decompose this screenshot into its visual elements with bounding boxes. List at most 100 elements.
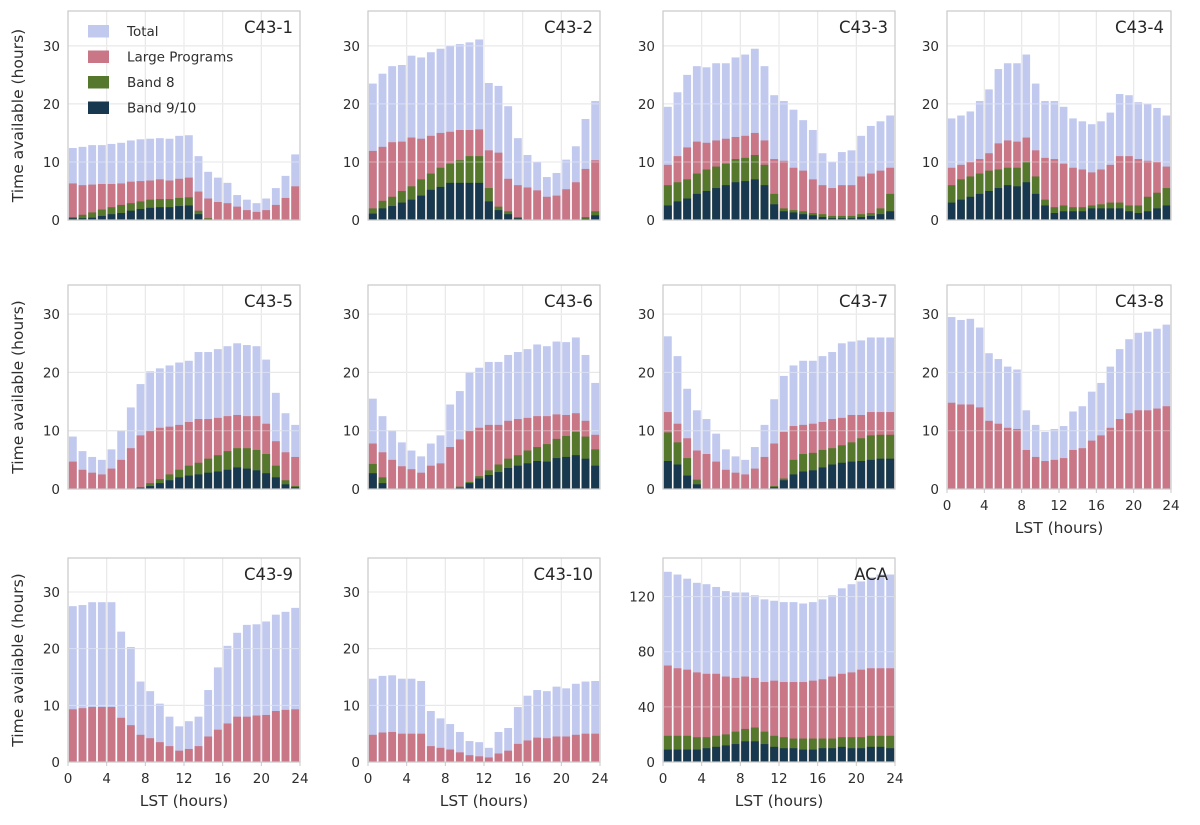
large_programs-bar	[1106, 164, 1115, 220]
y-tick-label: 30	[922, 307, 939, 323]
band8-bar	[581, 217, 590, 220]
large_programs-bar	[702, 454, 711, 489]
panel-c43-5: C43-5 0 10 20 30 Time available (hours)	[9, 284, 301, 498]
total-bar	[378, 675, 387, 762]
band910-bar	[368, 473, 377, 489]
large_programs-bar	[731, 472, 740, 489]
band910-bar	[985, 190, 993, 220]
band910-bar	[271, 477, 280, 489]
band910-bar	[494, 210, 503, 220]
total-bar	[799, 120, 808, 220]
total-bar	[136, 139, 145, 220]
band8-bar	[88, 212, 97, 220]
band910-bar	[175, 477, 184, 489]
large_programs-bar	[426, 746, 435, 762]
total-bar	[262, 621, 271, 762]
x-tick-label: 8	[736, 771, 745, 787]
large_programs-bar	[1022, 449, 1031, 489]
y-tick-label: 30	[343, 585, 360, 601]
band910-bar	[513, 218, 522, 220]
total-bar	[581, 681, 590, 762]
large_programs-bar	[1143, 410, 1152, 489]
panel-title: C43-10	[534, 565, 593, 584]
total-bar	[789, 109, 798, 220]
large_programs-bar	[1050, 459, 1059, 489]
y-tick-label: 10	[343, 424, 360, 440]
band8-bar	[271, 465, 280, 489]
x-tick-label: 0	[364, 771, 373, 787]
large_programs-bar	[78, 708, 87, 762]
large_programs-bar	[126, 448, 135, 489]
panel-c43-4: C43-4 0 10 20 30	[922, 10, 1172, 229]
band910-bar	[465, 483, 474, 489]
large_programs-bar	[446, 749, 455, 762]
band910-bar	[484, 475, 493, 489]
large_programs-bar	[107, 184, 116, 220]
x-tick-label: 16	[1088, 498, 1105, 514]
x-tick-label: 0	[64, 771, 73, 787]
band910-bar	[731, 744, 740, 762]
band910-bar	[673, 201, 682, 220]
large_programs-bar	[663, 665, 672, 762]
large_programs-bar	[388, 731, 397, 762]
large_programs-bar	[213, 729, 222, 762]
large_programs-bar	[194, 191, 203, 220]
band910-bar	[966, 196, 975, 220]
y-tick-label: 30	[43, 39, 60, 55]
large_programs-bar	[857, 669, 866, 762]
y-axis-label: Time available (hours)	[9, 573, 27, 747]
band910-bar	[828, 748, 837, 762]
large_programs-bar	[281, 452, 290, 489]
large_programs-bar	[741, 474, 750, 489]
band910-bar	[779, 211, 788, 220]
y-tick-label: 0	[51, 213, 60, 229]
band910-bar	[378, 208, 387, 220]
total-bar	[721, 449, 730, 489]
total-bar	[731, 592, 740, 762]
large_programs-bar	[242, 210, 251, 220]
total-bar	[223, 645, 232, 762]
large_programs-bar	[750, 677, 759, 762]
band910-bar	[857, 217, 866, 220]
large_programs-bar	[78, 469, 87, 489]
plot-border	[67, 10, 301, 221]
band910-bar	[663, 461, 672, 489]
total-bar	[213, 177, 222, 220]
large_programs-bar	[975, 407, 984, 489]
band910-bar	[683, 475, 692, 489]
total-bar	[175, 726, 184, 762]
plot-border	[367, 284, 601, 490]
band910-bar	[281, 484, 290, 489]
band910-bar	[184, 205, 193, 220]
panel-aca: ACA 0 40 80 120 0 4 8 12 16 20 24 LST (hours)	[629, 557, 904, 810]
large_programs-bar	[818, 679, 827, 762]
total-bar	[770, 95, 779, 220]
band910-bar	[789, 474, 798, 489]
y-tick-label: 20	[43, 365, 60, 381]
band910-bar	[808, 749, 817, 762]
large_programs-bar	[504, 420, 513, 489]
band910-bar	[117, 213, 126, 220]
total-bar	[1143, 331, 1152, 489]
legend-label-band8: Band 8	[127, 75, 175, 91]
y-tick-label: 40	[638, 700, 655, 716]
large_programs-bar	[204, 419, 213, 489]
band910-bar	[504, 214, 513, 220]
x-tick-label: 8	[441, 771, 450, 787]
band910-bar	[223, 469, 232, 489]
total-bar	[165, 716, 174, 762]
band910-bar	[494, 472, 503, 489]
band8-bar	[107, 207, 116, 220]
large_programs-bar	[741, 676, 750, 762]
large_programs-bar	[1115, 419, 1124, 489]
x-tick-label: 0	[943, 498, 952, 514]
band910-bar	[194, 214, 203, 220]
y-tick-label: 10	[43, 424, 60, 440]
large_programs-bar	[126, 725, 135, 762]
total-bar	[436, 718, 445, 762]
legend-label-band910: Band 9/10	[127, 101, 196, 117]
band910-bar	[957, 199, 965, 220]
large_programs-bar	[484, 757, 493, 762]
large_programs-bar	[789, 426, 798, 489]
large_programs-bar	[68, 709, 77, 762]
